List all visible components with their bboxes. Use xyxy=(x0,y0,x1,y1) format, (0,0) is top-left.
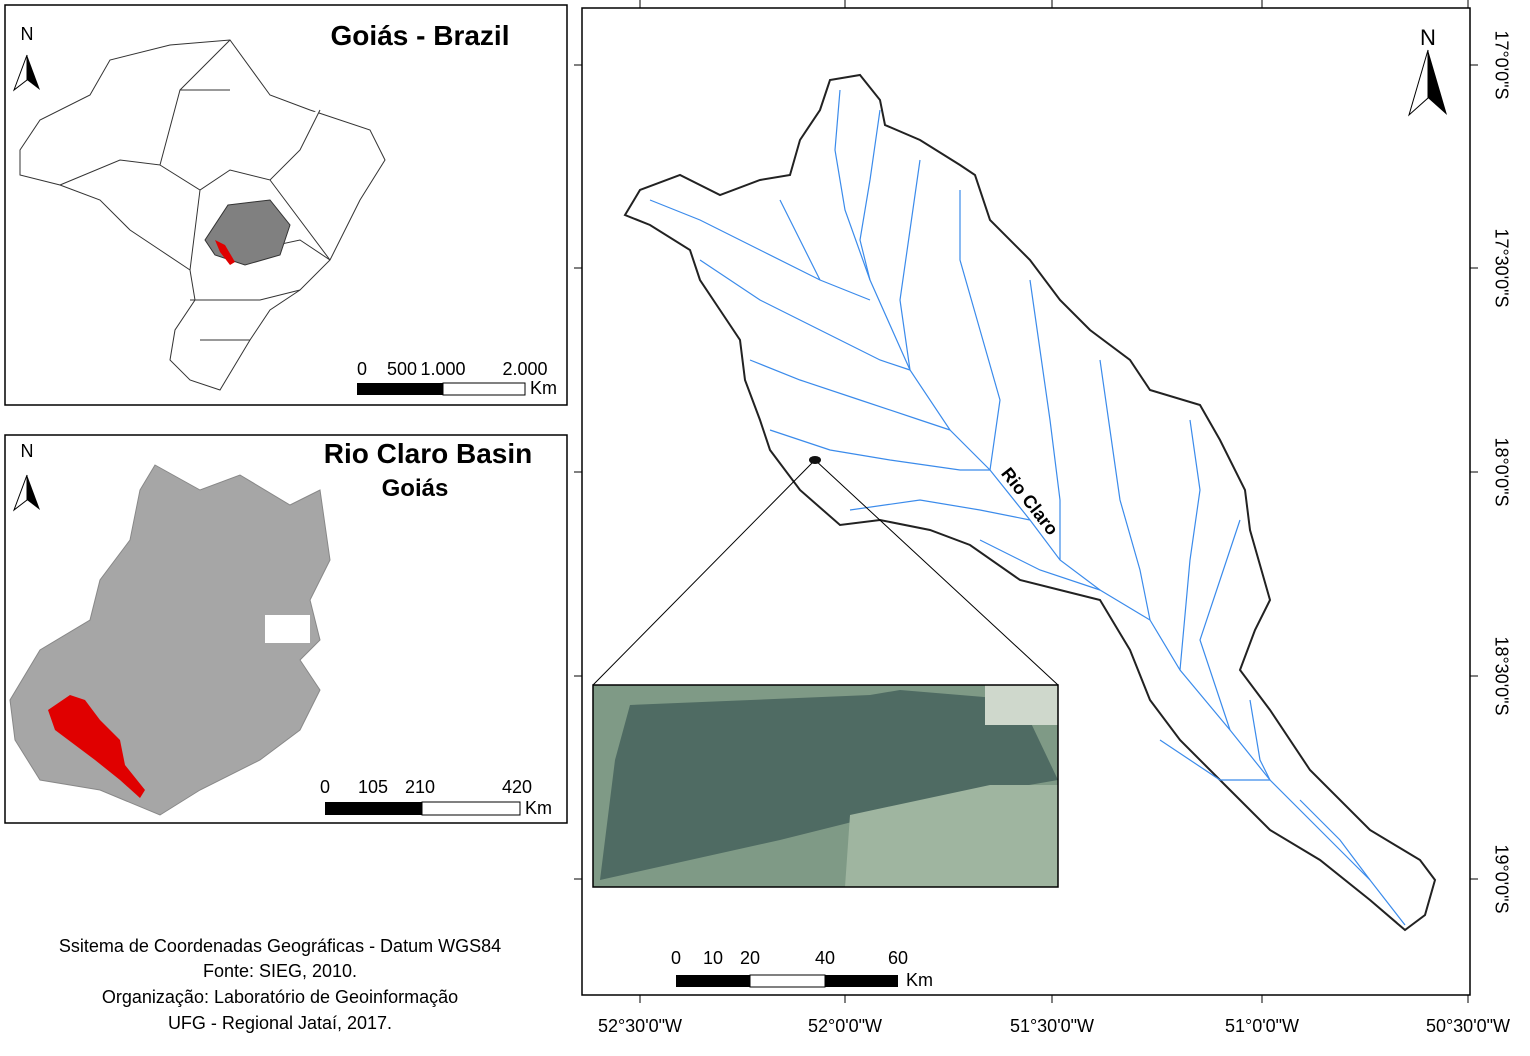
scale-bar xyxy=(676,975,750,987)
river-network xyxy=(649,89,1406,926)
longitude-label: 51°0'0"W xyxy=(1225,1016,1299,1036)
footer-line: Fonte: SIEG, 2010. xyxy=(203,961,357,981)
path xyxy=(1408,49,1429,117)
path xyxy=(12,54,28,92)
scale-label: 210 xyxy=(405,777,435,797)
north-arrow xyxy=(1408,49,1447,117)
brazil-map xyxy=(19,39,386,391)
path xyxy=(27,475,40,510)
scale-label: 2.000 xyxy=(502,359,547,379)
scale-bar xyxy=(421,801,521,816)
north-label: N xyxy=(21,441,34,461)
longitude-label: 50°30'0"W xyxy=(1426,1016,1510,1036)
latitude-label: 17°0'0"S xyxy=(1491,30,1511,99)
path xyxy=(1199,519,1241,731)
longitude-label: 52°0'0"W xyxy=(808,1016,882,1036)
path xyxy=(1099,359,1151,621)
path xyxy=(27,55,40,90)
path xyxy=(600,690,1058,880)
path xyxy=(1159,739,1270,781)
footer-line: UFG - Regional Jataí, 2017. xyxy=(168,1013,392,1033)
rect xyxy=(985,685,1058,725)
path xyxy=(12,474,28,512)
inset-leader xyxy=(592,459,1059,686)
main-map-frame xyxy=(581,7,1471,996)
path xyxy=(849,499,1031,521)
graticule-ticks xyxy=(574,0,1478,1003)
scale-label: 1.000 xyxy=(420,359,465,379)
basin xyxy=(48,695,145,798)
path xyxy=(1428,50,1447,115)
latitude-label: 17°30'0"S xyxy=(1491,228,1511,307)
goias-panel xyxy=(4,434,568,824)
scale-label: 0 xyxy=(671,948,681,968)
study-site xyxy=(809,456,821,464)
rect xyxy=(592,684,1059,888)
panel-subtitle: Goiás xyxy=(382,475,449,502)
path xyxy=(749,359,951,431)
brazil-panel xyxy=(4,4,568,406)
scale-bar xyxy=(357,383,443,395)
footer-line: Organização: Laboratório de Geoinformaçã… xyxy=(102,987,458,1007)
path xyxy=(779,199,821,281)
latitude-label: 18°0'0"S xyxy=(1491,437,1511,506)
path xyxy=(1299,799,1371,881)
scale-label: 20 xyxy=(740,948,760,968)
federal-district xyxy=(265,615,310,643)
path xyxy=(1249,699,1271,781)
path xyxy=(1029,279,1061,560)
scale-bar xyxy=(825,975,898,987)
scale-bar xyxy=(442,382,526,396)
path xyxy=(959,190,1001,471)
panel-title: Rio Claro Basin xyxy=(324,438,532,469)
satellite-inset xyxy=(592,684,1059,888)
north-arrow xyxy=(12,54,40,92)
scale-label: 0 xyxy=(357,359,367,379)
scale-unit: Km xyxy=(530,378,557,398)
latitude-label: 19°0'0"S xyxy=(1491,844,1511,913)
path xyxy=(699,259,911,371)
latitude-label: 18°30'0"S xyxy=(1491,636,1511,715)
longitude-label: 52°30'0"W xyxy=(598,1016,682,1036)
scale-unit: Km xyxy=(525,798,552,818)
footer-line: Ssitema de Coordenadas Geográficas - Dat… xyxy=(59,936,501,956)
scale-label: 0 xyxy=(320,777,330,797)
path xyxy=(845,785,1058,887)
scale-unit: Km xyxy=(906,970,933,990)
path xyxy=(215,240,235,265)
north-label: N xyxy=(1420,25,1436,50)
north-arrow xyxy=(12,474,40,512)
longitude-label: 51°30'0"W xyxy=(1010,1016,1094,1036)
scale-label: 420 xyxy=(502,777,532,797)
path xyxy=(649,199,871,301)
scale-label: 500 xyxy=(387,359,417,379)
north-label: N xyxy=(21,24,34,44)
path xyxy=(1179,419,1201,671)
scale-label: 40 xyxy=(815,948,835,968)
path xyxy=(859,109,881,281)
path xyxy=(59,39,331,341)
path xyxy=(769,429,990,471)
path xyxy=(899,159,921,371)
scale-bar xyxy=(749,974,826,988)
path xyxy=(979,539,1101,591)
scale-bar xyxy=(325,802,422,815)
panel-title: Goiás - Brazil xyxy=(331,20,510,51)
scale-label: 10 xyxy=(703,948,723,968)
scale-label: 105 xyxy=(358,777,388,797)
scale-label: 60 xyxy=(888,948,908,968)
basin-outline xyxy=(623,73,1437,932)
